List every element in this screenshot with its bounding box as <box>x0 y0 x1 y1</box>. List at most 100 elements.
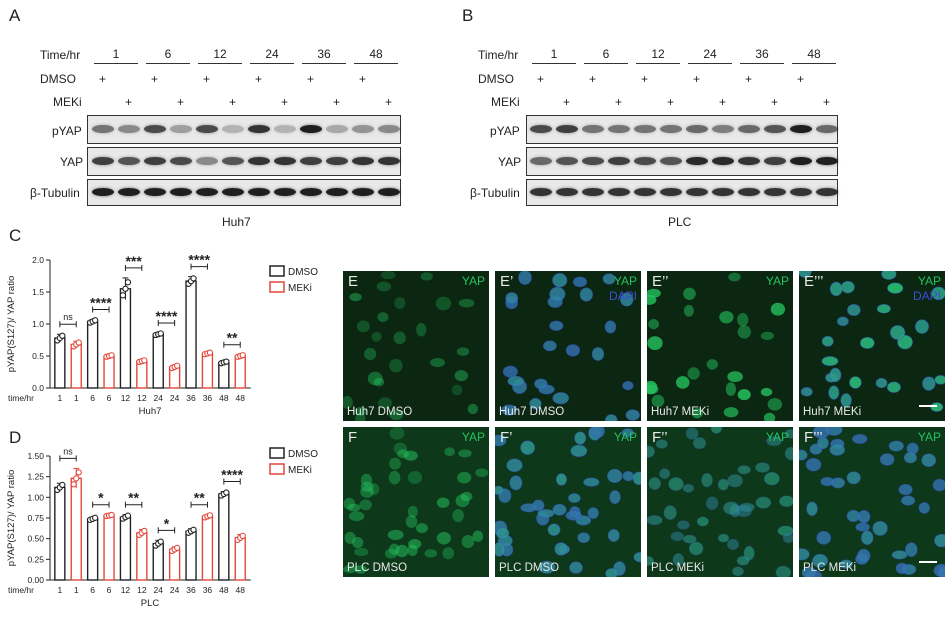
blot-b-band-yap <box>738 157 760 165</box>
dapi-nucleus <box>806 501 818 517</box>
yap-nucleus <box>343 497 356 510</box>
data-point <box>157 330 164 337</box>
yap-nucleus <box>829 368 841 382</box>
yap-nucleus <box>634 552 641 562</box>
micrograph-letter: E’’’ <box>804 273 824 290</box>
blot-b-band-yap <box>712 157 734 165</box>
dapi-nucleus <box>801 566 817 577</box>
blot-b-band-yap <box>790 157 812 165</box>
data-point <box>59 332 66 339</box>
x-tick-label: 48 <box>236 585 246 595</box>
yap-nucleus <box>847 471 861 484</box>
legend-label-meki: MEKi <box>288 465 312 476</box>
blot-a-band-yap <box>222 157 244 165</box>
yap-nucleus <box>356 320 370 333</box>
yap-nucleus <box>343 565 358 574</box>
y-tick-label: 0.5 <box>32 351 44 361</box>
dapi-nucleus <box>495 434 507 447</box>
yap-nucleus <box>817 437 829 449</box>
yap-nucleus <box>647 336 663 350</box>
dapi-nucleus <box>552 272 568 288</box>
yap-nucleus <box>518 271 532 285</box>
cytoplasm-signal <box>647 427 793 577</box>
yap-nucleus <box>407 544 418 557</box>
x-tick-label: 36 <box>186 585 196 595</box>
blot-a-band-pyap <box>170 125 192 133</box>
bar-dmso <box>218 493 230 581</box>
dapi-nucleus <box>554 542 568 556</box>
blot-b-meki-plus: + <box>563 95 571 109</box>
bar-meki <box>136 532 148 581</box>
yap-nucleus <box>360 481 374 492</box>
blot-b-dmso-plus: + <box>797 72 805 86</box>
dapi-nucleus <box>903 451 917 464</box>
yap-nucleus <box>554 542 568 556</box>
blot-b-band-yap <box>608 157 630 165</box>
significance-label: ** <box>128 490 139 506</box>
yap-nucleus <box>364 347 377 361</box>
yap-nucleus <box>420 272 433 281</box>
yap-nucleus <box>505 292 518 304</box>
micrograph-caption: PLC DMSO <box>499 562 560 574</box>
blot-b-band-pyap <box>686 125 708 133</box>
y-tick-label: 1.5 <box>32 287 44 297</box>
yap-nucleus <box>921 454 936 467</box>
dapi-nucleus <box>852 433 868 444</box>
blot-a-band-yap <box>274 157 296 165</box>
yap-nucleus <box>359 499 372 511</box>
blot-a-meki-plus: + <box>333 95 341 109</box>
yap-nucleus <box>799 450 808 461</box>
yap-nucleus <box>588 507 599 519</box>
blot-b-band-tub <box>660 188 682 196</box>
dapi-nucleus <box>731 566 744 577</box>
significance-label: * <box>164 515 170 531</box>
yap-nucleus <box>397 449 409 459</box>
blot-a-band-tub <box>92 188 114 196</box>
dapi-nucleus <box>507 375 525 387</box>
dapi-nucleus <box>659 468 671 480</box>
blot-a-strip-pyap <box>87 115 401 144</box>
blot-a-band-pyap <box>352 125 374 133</box>
yap-nucleus <box>496 527 509 539</box>
data-point <box>141 527 148 535</box>
blot-b-band-tub <box>738 188 760 196</box>
yap-nucleus <box>683 484 694 493</box>
micrograph-letter: F’’ <box>652 429 668 446</box>
blot-b-time-underline <box>792 63 836 64</box>
yap-nucleus <box>841 281 855 293</box>
yap-nucleus <box>376 281 392 292</box>
blot-a-row-pyap: pYAP <box>52 124 82 138</box>
micrograph-image <box>647 427 793 577</box>
yap-channel-label: YAP <box>917 430 941 444</box>
dapi-nucleus <box>577 532 591 544</box>
yap-nucleus <box>380 271 396 280</box>
blot-a-band-tub <box>326 188 348 196</box>
micrograph-panel: E YAP Huh7 DMSO <box>343 271 489 421</box>
dapi-nucleus <box>518 271 532 285</box>
yap-nucleus <box>858 510 870 523</box>
micrograph-caption: Huh7 DMSO <box>347 406 413 418</box>
yap-nucleus <box>403 450 418 461</box>
y-tick-label: 1.00 <box>27 492 44 502</box>
yap-nucleus <box>755 462 770 473</box>
dapi-nucleus <box>625 409 640 421</box>
blot-b-dmso-plus: + <box>537 72 545 86</box>
dapi-nucleus <box>777 525 793 537</box>
yap-nucleus <box>347 503 361 512</box>
dapi-nucleus <box>895 562 909 575</box>
yap-nucleus <box>799 548 810 560</box>
dapi-nucleus <box>549 286 566 302</box>
yap-nucleus <box>458 449 472 458</box>
yap-nucleus <box>368 483 380 495</box>
yap-nucleus <box>727 474 743 488</box>
dapi-nucleus <box>570 444 588 458</box>
yap-nucleus <box>552 504 567 516</box>
micrograph-panel: F’’ YAP PLC MEKi <box>647 427 793 577</box>
yap-nucleus <box>675 376 690 389</box>
yap-nucleus <box>802 567 816 577</box>
dapi-nucleus <box>717 533 730 543</box>
dapi-nucleus <box>934 533 945 548</box>
bar-dmso <box>152 333 164 389</box>
dapi-nucleus <box>647 556 655 566</box>
yap-nucleus <box>574 431 586 445</box>
